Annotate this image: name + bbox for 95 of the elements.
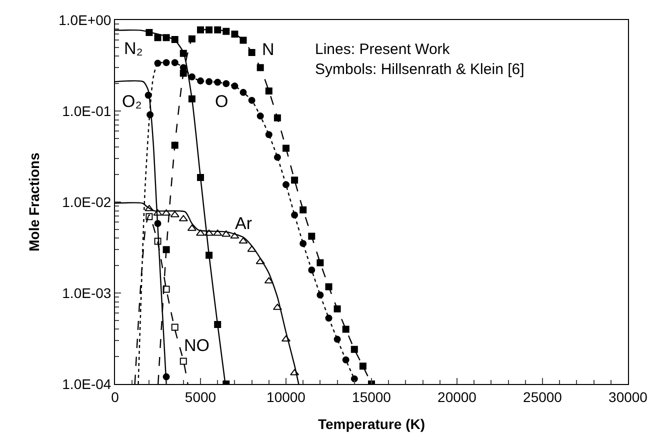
point — [162, 34, 170, 42]
point — [334, 305, 341, 312]
annotation: Symbols: Hillsenrath & Klein [6] — [315, 61, 524, 78]
point — [214, 321, 222, 328]
y-tick-label: 1.0E-04 — [62, 376, 112, 392]
point — [153, 209, 162, 216]
x-tick-label: 25000 — [523, 388, 562, 405]
point — [274, 114, 281, 122]
point — [325, 283, 332, 290]
point — [162, 286, 170, 293]
point — [154, 60, 162, 67]
point — [248, 48, 256, 56]
point — [265, 87, 272, 94]
point — [238, 237, 248, 244]
point — [162, 373, 170, 380]
point — [281, 335, 291, 342]
point — [334, 336, 341, 343]
point — [256, 258, 265, 264]
point — [222, 230, 231, 237]
point — [171, 36, 178, 44]
point — [350, 375, 358, 382]
point — [325, 314, 332, 322]
x-axis-title: Temperature (K) — [318, 416, 426, 432]
annotation: NO — [184, 336, 210, 355]
point — [265, 131, 272, 138]
y-axis-title: Mole Fractions — [26, 152, 42, 252]
point — [146, 213, 153, 220]
annotation: N₂ — [124, 39, 143, 58]
point — [316, 259, 324, 266]
point — [231, 82, 238, 90]
annotation: O₂ — [122, 92, 142, 111]
point — [256, 64, 264, 72]
point — [180, 50, 187, 57]
x-tick-label: 0 — [111, 388, 120, 405]
point — [171, 59, 178, 66]
y-tick-label: 1.0E+00 — [58, 12, 112, 28]
point — [230, 232, 240, 239]
annotation: Lines: Present Work — [315, 41, 450, 58]
point — [316, 292, 324, 299]
point — [188, 95, 196, 102]
point — [342, 356, 350, 364]
point — [154, 220, 162, 228]
point — [170, 210, 180, 218]
y-tick-label: 1.0E-03 — [62, 284, 112, 301]
point — [154, 238, 162, 245]
x-tick-label: 30000 — [608, 388, 648, 405]
point — [214, 78, 222, 86]
point — [282, 144, 290, 152]
annotation: N — [262, 40, 274, 59]
point — [162, 209, 171, 216]
point — [188, 73, 196, 80]
point — [214, 26, 222, 34]
point — [188, 35, 196, 42]
point — [274, 154, 281, 161]
point — [282, 181, 290, 188]
point — [291, 211, 298, 218]
point — [256, 112, 264, 120]
point — [171, 142, 178, 149]
x-tick-label: 10000 — [266, 388, 306, 405]
point — [197, 26, 204, 34]
point — [240, 36, 247, 44]
point — [171, 324, 178, 331]
point — [342, 326, 350, 333]
point — [359, 362, 366, 370]
annotation: Ar — [235, 214, 252, 233]
point — [197, 77, 204, 84]
point — [146, 28, 153, 36]
y-tick-label: 1.0E-01 — [62, 102, 112, 119]
point — [222, 80, 230, 88]
point — [197, 174, 204, 181]
point — [144, 204, 154, 212]
point — [222, 28, 230, 35]
y-tick-label: 1.0E-02 — [62, 194, 112, 210]
point — [308, 232, 316, 240]
point — [300, 206, 307, 214]
point — [144, 92, 152, 99]
point — [162, 246, 170, 254]
point — [308, 266, 316, 274]
point — [350, 346, 358, 353]
annotation: O — [215, 92, 228, 111]
point — [162, 59, 170, 66]
point — [248, 96, 256, 104]
point — [300, 240, 307, 247]
point — [154, 34, 162, 42]
x-tick-label: 20000 — [438, 388, 477, 405]
point — [180, 358, 187, 365]
point — [206, 252, 213, 259]
point — [206, 26, 213, 34]
point — [206, 78, 213, 86]
point — [291, 176, 298, 184]
x-tick-label: 5000 — [184, 388, 216, 405]
point — [146, 111, 154, 118]
x-tick-label: 15000 — [352, 388, 392, 405]
point — [231, 30, 238, 38]
point — [240, 88, 247, 96]
